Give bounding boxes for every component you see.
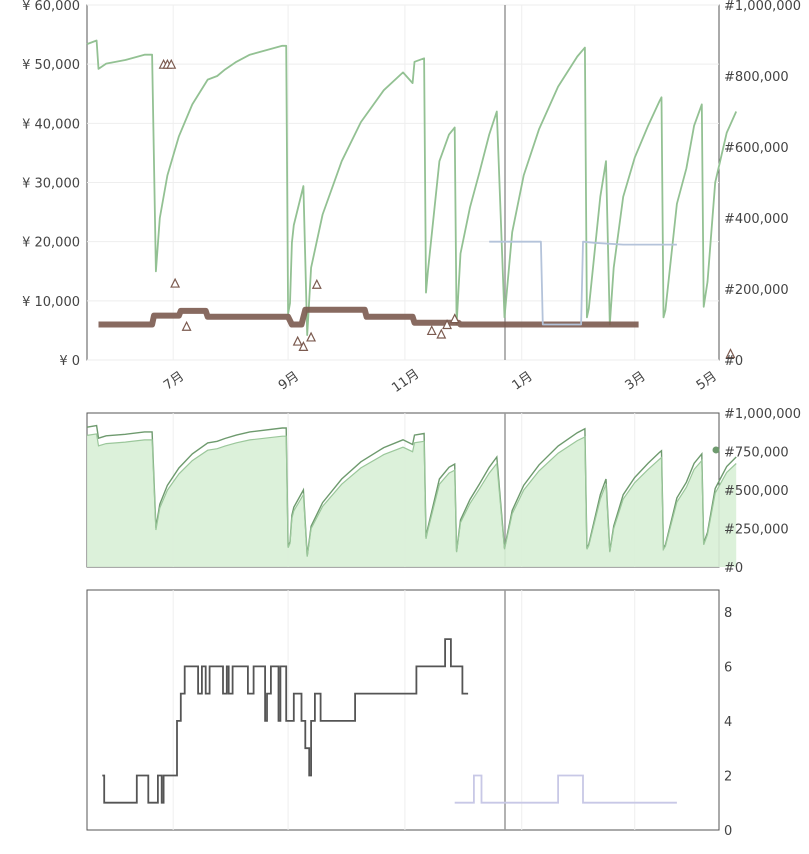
main-panel-grid [87, 4, 719, 361]
rank-tick-label: #750,000 [724, 446, 789, 461]
rank-area-fill [87, 433, 737, 567]
sales-rank-line [86, 39, 738, 336]
x-axis-ticks: 7月 9月 11月 1月 3月 5月 [161, 367, 720, 396]
rank-upper-line [86, 424, 737, 557]
triangle-marker [442, 319, 453, 330]
triangle-marker [170, 277, 181, 288]
triangle-marker [292, 335, 303, 346]
main-panel-series [86, 39, 738, 336]
triangle-marker [436, 328, 447, 339]
count-tick-label: 2 [724, 769, 732, 784]
right-tick-label: #200,000 [724, 283, 789, 298]
rank-area-panel: #0 #250,000 #500,000 #750,000 #1,000,000 [86, 407, 801, 576]
left-tick-label: ¥ 10,000 [22, 295, 80, 310]
main-panel-markers [158, 58, 736, 359]
used-count-step-line [454, 774, 677, 804]
count-tick-label: 0 [724, 824, 732, 839]
left-tick-label: ¥ 0 [59, 354, 80, 369]
left-tick-label: ¥ 30,000 [22, 177, 80, 192]
left-axis-ticks: ¥ 0 ¥ 10,000 ¥ 20,000 ¥ 30,000 ¥ 40,000 ¥ 50,… [22, 0, 80, 369]
left-tick-label: ¥ 40,000 [22, 117, 80, 132]
x-tick-label: 9月 [276, 369, 302, 393]
rank-tick-label: #0 [724, 561, 743, 576]
rank-panel-series [86, 424, 737, 567]
rank-end-dot [712, 446, 720, 454]
triangle-marker [311, 278, 322, 289]
count-tick-label: 4 [724, 715, 732, 730]
rank-tick-label: #500,000 [724, 484, 789, 499]
used-price-line [489, 240, 677, 326]
triangle-marker [725, 348, 736, 359]
right-tick-label: #800,000 [724, 70, 789, 85]
right-tick-label: #1,000,000 [724, 0, 801, 14]
x-tick-label: 5月 [694, 369, 720, 393]
main-price-panel: ¥ 0 ¥ 10,000 ¥ 20,000 ¥ 30,000 ¥ 40,000 ¥ 50,… [22, 0, 801, 396]
right-tick-label: #0 [724, 354, 743, 369]
count-tick-label: 8 [724, 606, 732, 621]
count-panel-frame [86, 589, 720, 831]
right-axis-ticks: #0 #200,000 #400,000 #600,000 #800,000 #1,000… [724, 0, 801, 369]
triangle-marker [166, 58, 177, 69]
x-tick-label: 1月 [510, 369, 536, 393]
right-tick-label: #600,000 [724, 141, 789, 156]
left-tick-label: ¥ 60,000 [22, 0, 80, 14]
new-price-line [98, 306, 639, 328]
triangle-marker [426, 325, 437, 336]
rank-tick-label: #1,000,000 [724, 407, 801, 422]
count-tick-label: 6 [724, 660, 732, 675]
triangle-marker [298, 341, 309, 351]
rank-lower-line [86, 433, 737, 557]
count-panel-grid [172, 590, 636, 830]
triangle-marker [449, 313, 460, 324]
left-tick-label: ¥ 20,000 [22, 236, 80, 251]
triangle-marker [306, 331, 317, 342]
rank-tick-label: #250,000 [724, 523, 789, 538]
x-tick-label: 3月 [623, 369, 649, 393]
x-tick-label: 7月 [161, 369, 187, 393]
left-tick-label: ¥ 50,000 [22, 58, 80, 73]
rank-right-axis-ticks: #0 #250,000 #500,000 #750,000 #1,000,000 [724, 407, 801, 576]
right-tick-label: #400,000 [724, 212, 789, 227]
count-right-axis-ticks: 0 2 4 6 8 [724, 606, 732, 839]
triangle-marker [181, 320, 192, 331]
count-panel: 0 2 4 6 8 [86, 589, 732, 839]
x-tick-label: 11月 [389, 367, 422, 396]
offer-count-step-line [102, 638, 469, 804]
count-panel-series [102, 638, 677, 804]
